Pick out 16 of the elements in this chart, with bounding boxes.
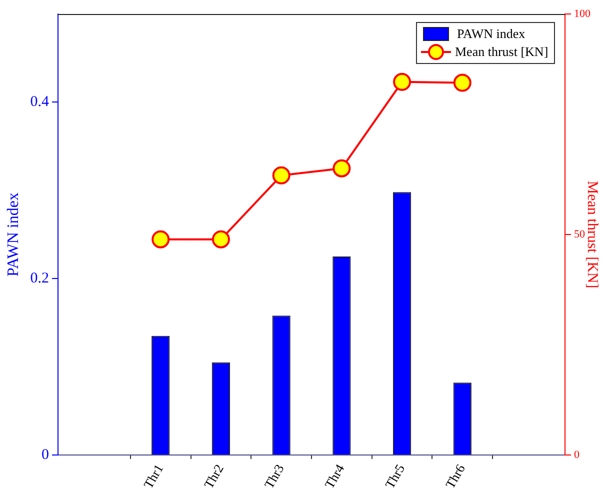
- y-tick-label: 0.4: [30, 94, 50, 110]
- point: [272, 166, 290, 184]
- y2-tick-label: 0: [574, 448, 580, 461]
- point: [152, 230, 170, 248]
- point: [453, 74, 472, 92]
- y-tick-label: 0: [42, 446, 49, 463]
- legend-label: PAWN index: [457, 26, 526, 42]
- y-tick-label: 0.2: [30, 270, 49, 287]
- point: [332, 159, 351, 178]
- y2-axis-title: Mean thrust [KN]: [584, 180, 600, 288]
- point: [212, 230, 230, 248]
- point: [393, 72, 412, 91]
- y2-tick-label: 50: [574, 228, 586, 240]
- y2-tick-label: 100: [574, 8, 591, 20]
- legend-label: Mean thrust [KN]: [455, 44, 548, 60]
- y-axis-title: PAWN index: [4, 192, 22, 276]
